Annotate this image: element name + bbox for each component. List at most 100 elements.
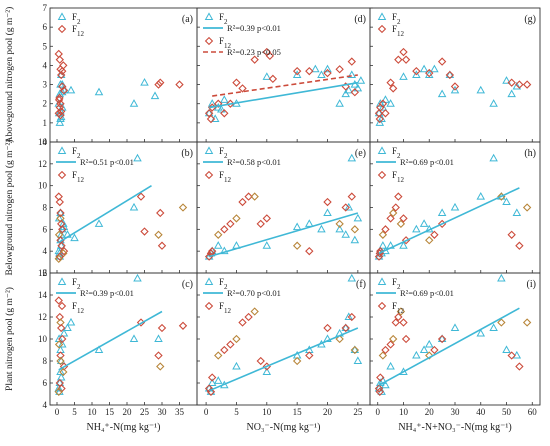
f12-point [136,192,146,201]
f2-point [350,235,360,244]
f2-point [317,70,326,79]
x-tick-label: 20 [323,407,333,417]
f2-point [129,334,139,343]
legend-f2-marker [204,277,214,286]
f12-point [206,114,216,124]
f12-point [430,230,439,239]
f12-point [244,192,253,201]
fit-line-f12 [212,74,358,97]
f2-point [207,378,217,387]
f2-point [129,99,139,107]
f2-point [350,345,360,354]
f2-point [220,95,229,103]
f2-point [353,83,363,92]
x-tick-label: 40 [476,407,486,417]
f12-point [56,111,65,120]
f12-point [56,208,65,218]
f2-point [430,64,439,73]
f12-point [386,214,395,223]
f2-point [512,208,522,216]
legend-f2-label: F2 [392,12,401,26]
f12-point [292,66,302,76]
f2-point [381,380,390,389]
subscript: 12 [224,42,232,50]
f12-point [412,66,421,76]
f2-point [341,230,350,238]
f12-point [207,246,217,256]
f2-point [323,64,332,73]
f12-point [59,246,69,256]
f12-point [515,241,524,250]
f12-point [54,340,64,349]
f2-point [335,99,344,107]
f12-point [220,345,229,355]
panel-label: (h) [524,148,536,159]
legend-f2-fit-label: R²=0.69 p<0.01 [400,288,454,298]
f2-point [347,273,357,282]
f12-point [58,225,67,234]
f12-point [394,312,403,322]
legend-f12-marker [377,170,387,180]
f12-point [54,387,63,396]
f12-point [323,197,332,207]
legend-f2-fit-label: R²=0.39 p<0.01 [227,23,281,33]
f12-point [389,84,398,93]
f2-point [335,224,344,233]
y-tick-label: 10 [38,334,48,344]
panel-label: (c) [182,279,193,290]
f2-point [437,208,447,216]
f12-point [207,373,217,382]
f12-point [220,225,229,234]
f2-point [399,241,408,249]
legend-f2-fit-label: R²=0.51 p<0.01 [80,157,134,167]
f12-point [391,318,400,327]
y-tick-label: 8 [43,356,48,366]
f12-point [497,318,506,327]
subscript: 12 [77,307,85,315]
f12-point [56,99,65,108]
f2-point [94,87,104,96]
legend-f12-label: F12 [392,170,405,184]
f12-point [59,86,69,95]
fit-line-f2 [58,184,152,244]
f2-point [133,153,142,162]
legend-f2-marker [377,12,387,21]
f2-point [502,345,511,354]
f12-point [507,351,516,360]
legend-f12-label: F12 [392,24,405,38]
legend-f2-marker [377,146,387,155]
subscript: 12 [224,307,232,315]
f2-point [437,89,447,98]
x-tick-label: 0 [375,407,380,417]
f2-point [56,372,66,381]
f12-point [347,312,356,322]
y-tick-label: 10 [38,181,48,191]
f12-point [522,203,532,212]
x-axis-label: NH₄⁺-N+NO₃⁻-N(mg kg⁻¹) [398,422,511,433]
legend-f2-label: F2 [219,146,228,160]
f12-point [389,208,398,218]
f12-point [381,225,390,234]
y-tick-label: 4 [43,400,48,410]
f12-point [381,345,390,355]
legend-f2-marker [57,12,67,21]
f2-point [419,345,429,354]
x-tick-label: 60 [528,407,538,417]
f2-point [489,323,498,332]
f2-point [502,197,511,206]
f12-point [399,318,408,327]
f2-point [399,72,408,80]
f12-point [350,225,360,234]
f2-point [66,317,76,326]
legend-f2-label: F2 [219,277,228,291]
f12-point [220,109,229,118]
f12-point [378,230,388,239]
legend-f2-marker [204,146,214,155]
x-tick-label: 35 [175,407,185,417]
x-tick-label: 25 [140,407,150,417]
f2-point [262,72,272,80]
f2-point [386,99,395,107]
f2-point [512,81,522,90]
